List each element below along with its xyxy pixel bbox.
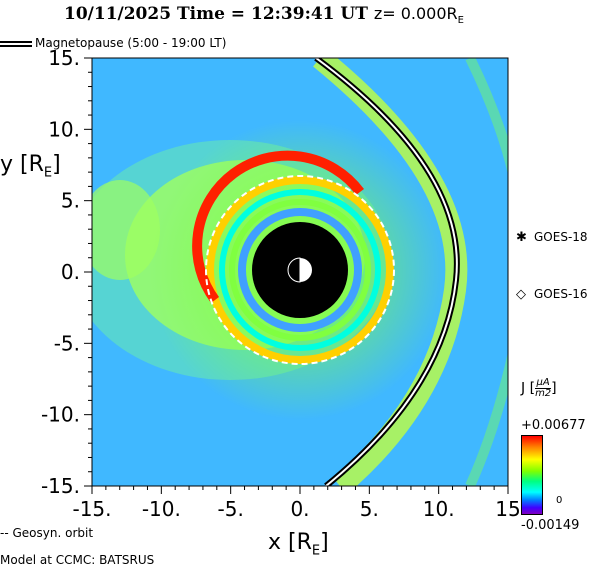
x-tick-label: 10. bbox=[423, 497, 455, 521]
y-tick-label: -5. bbox=[54, 331, 80, 355]
y-tick-label: 5. bbox=[61, 189, 80, 213]
colorbar-min: -0.00149 bbox=[521, 518, 580, 533]
title-z: z= 0.000RE bbox=[373, 4, 464, 27]
ring-current-inner bbox=[219, 189, 381, 351]
x-tick-label: -10. bbox=[142, 497, 181, 521]
y-tick-label: -10. bbox=[41, 403, 80, 427]
ring-current-outer bbox=[206, 176, 394, 364]
y-tick-label: -15. bbox=[41, 474, 80, 498]
satellite-label: GOES-16 bbox=[534, 287, 588, 301]
colorbar-label: J [μA m2] bbox=[521, 377, 557, 399]
geosyn-legend-label: Geosyn. orbit bbox=[12, 526, 94, 540]
colorbar-zero: 0 bbox=[556, 495, 563, 506]
ring-current-inner bbox=[229, 199, 371, 341]
asterisk-icon: ✱ bbox=[516, 230, 527, 245]
title-time-value: 12:39:41 UT bbox=[250, 4, 368, 24]
magnetopause-line-icon bbox=[0, 40, 32, 47]
y-tick-label: 10. bbox=[48, 117, 80, 141]
x-tick-label: 0. bbox=[290, 497, 309, 521]
satellite-goes-16: ◇ GOES-16 bbox=[516, 287, 588, 302]
y-tick-label: 0. bbox=[61, 260, 80, 284]
y-tick-label: 15. bbox=[48, 46, 80, 70]
geosynchronous-orbit bbox=[205, 175, 395, 365]
x-tick-label: -15. bbox=[72, 497, 111, 521]
bow-band bbox=[465, 58, 508, 486]
axis-ticks: -15. -10. -5. 0. 5. 10. 15 15. 10. 5. 0. -5. -10. -15… bbox=[41, 46, 521, 521]
magnetopause-legend-label: Magnetopause (5:00 - 19:00 LT) bbox=[35, 36, 227, 50]
diamond-icon: ◇ bbox=[516, 287, 526, 302]
x-tick-label: -5. bbox=[218, 497, 244, 521]
field-region bbox=[92, 180, 160, 280]
colorbar bbox=[521, 435, 543, 515]
x-tick-label: 5. bbox=[360, 497, 379, 521]
title-date: 10/11/2025 bbox=[64, 4, 172, 24]
magnetopause-legend: Magnetopause (5:00 - 19:00 LT) bbox=[0, 36, 226, 50]
satellite-goes-18: ✱ GOES-18 bbox=[516, 230, 588, 245]
x-tick-label: 15 bbox=[495, 497, 520, 521]
model-credit: Model at CCMC: BATSRUS bbox=[0, 553, 155, 567]
ring-current-peak bbox=[192, 150, 365, 303]
geosyn-legend: -- Geosyn. orbit bbox=[0, 526, 94, 540]
magnetopause-line-core bbox=[315, 58, 458, 486]
x-axis-label: x [RE] bbox=[268, 530, 329, 559]
earth-night-icon bbox=[287, 257, 301, 283]
y-axis-label: y [RE] bbox=[0, 152, 61, 181]
colorbar-max: +0.00677 bbox=[521, 418, 586, 433]
satellite-label: GOES-18 bbox=[534, 230, 588, 244]
ring-current-inner bbox=[238, 208, 362, 332]
title-time-label: Time bbox=[176, 4, 225, 24]
earth-day-icon bbox=[300, 258, 312, 282]
plot-title: 10/11/2025 Time = 12:39:41 UT z= 0.000RE bbox=[64, 4, 464, 27]
